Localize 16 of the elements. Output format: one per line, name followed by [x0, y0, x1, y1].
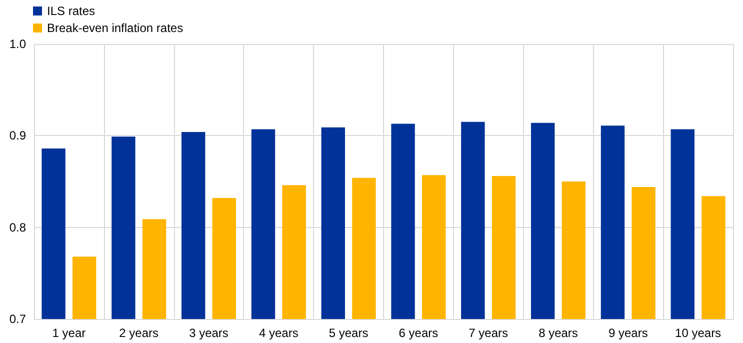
- x-tick-label: 2 years: [119, 326, 159, 340]
- legend-label: Break-even inflation rates: [47, 21, 184, 35]
- y-tick-label: 0.7: [9, 312, 26, 326]
- y-tick-label: 0.8: [9, 220, 26, 234]
- x-tick-label: 5 years: [328, 326, 368, 340]
- x-tick-label: 1 year: [52, 326, 86, 340]
- x-tick-label: 10 years: [675, 326, 722, 340]
- x-tick-label: 3 years: [189, 326, 228, 340]
- x-tick-label: 4 years: [258, 326, 298, 340]
- x-tick-label: 6 years: [398, 326, 438, 340]
- y-tick-label: 1.0: [9, 37, 26, 51]
- y-tick-label: 0.9: [9, 128, 26, 143]
- x-tick-label: 8 years: [538, 326, 578, 340]
- x-tick-label: 7 years: [468, 326, 508, 340]
- x-tick-label: 9 years: [608, 326, 648, 340]
- legend-label: ILS rates: [47, 4, 96, 18]
